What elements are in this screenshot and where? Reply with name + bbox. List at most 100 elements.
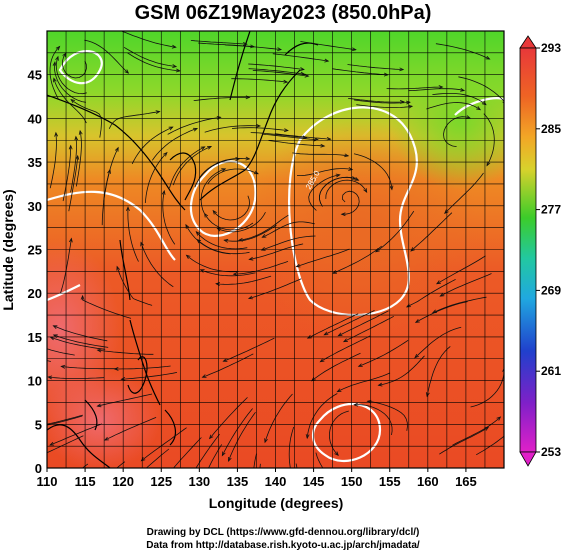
streamline [207,168,259,185]
streamline [62,53,87,79]
streamline [262,133,318,141]
streamline [306,393,338,439]
x-tick-label: 165 [455,474,477,489]
streamline [435,43,490,60]
streamline [123,46,177,67]
streamline [439,426,489,455]
streamline [131,126,173,165]
x-axis-label: Longitude (degrees) [209,495,344,511]
colorbar-label: 261 [541,364,561,378]
streamline-arrow [242,42,248,46]
y-tick-label: 10 [28,374,42,389]
streamline-arrow [351,47,357,52]
x-tick-label: 135 [227,474,249,489]
streamline-arrow [55,45,61,51]
streamline-arrow [306,334,312,339]
streamline [272,53,329,62]
colorbar-body [519,47,537,453]
streamline-arrow [299,67,305,71]
x-tick-label: 140 [265,474,287,489]
streamline-arrow [336,388,342,393]
streamline-arrow [254,170,259,175]
streamline-arrow [444,209,449,215]
streamline [248,68,305,75]
streamline [70,136,77,193]
colorbar-label: 269 [541,283,561,297]
streamline-arrow [161,189,166,195]
chart-title: GSM 06Z19May2023 (850.0hPa) [134,2,432,24]
streamline-arrow [96,403,102,408]
streamline [231,127,288,131]
streamline-arrow [277,47,283,52]
streamline-arrow [114,146,119,152]
streamline-arrow [264,438,268,444]
streamline-arrow [264,515,267,519]
streamline-arrow [78,129,83,135]
y-tick-label: 0 [35,461,42,476]
streamline [144,152,168,204]
streamline [195,433,220,468]
lat-lon-grid [47,31,504,468]
streamline-arrow [74,135,79,141]
streamline [216,275,272,285]
streamline-arrow [197,491,200,495]
streamline [367,400,408,431]
streamline [414,326,462,358]
streamline [426,102,481,111]
streamline [296,248,350,268]
colorbar-tick-labels: 293 285 277 269 261 253 [536,41,561,459]
streamline-arrow [349,489,353,492]
streamline-arrow [414,318,420,323]
streamline-arrow [185,254,191,259]
colorbar: 293 285 277 269 261 253 [519,35,561,467]
streamline-arrow [113,367,119,371]
x-tick-label: 110 [37,474,58,489]
streamline [332,245,382,274]
streamline [261,235,316,251]
colorbar-label: 253 [541,445,561,459]
streamline [347,64,404,70]
streamline-arrow [348,167,354,171]
streamline [217,212,266,233]
streamline [320,335,371,363]
streamline-arrow [342,338,348,343]
streamline [60,238,72,294]
streamline [238,214,289,241]
colorbar-top-triangle [519,35,537,49]
y-tick-label: 45 [28,68,42,83]
streamline [470,367,504,408]
streamline [296,168,353,176]
streamline [212,195,250,221]
streamline-arrow [414,353,419,359]
streamline [432,93,487,105]
x-tick-label: 145 [303,474,325,489]
streamline [172,146,212,186]
streamline-arrow [204,212,209,218]
streamline [325,179,368,199]
streamline [196,231,248,250]
streamline [167,116,221,135]
streamline-arrow [283,128,289,133]
streamline [53,334,109,348]
streamline [228,411,256,462]
streamline [162,190,176,245]
streamline [104,417,157,441]
streamline [452,416,501,446]
streamline-arrow [436,280,441,285]
streamline-arrow [52,325,58,329]
streamline-arrow [485,55,491,60]
streamline [343,315,394,342]
streamline-arrow [200,146,206,151]
streamline-arrow [28,424,32,427]
streamline-arrow [261,234,267,238]
streamline [300,41,356,51]
streamline [475,435,504,456]
streamline-arrow [195,231,201,236]
streamline-arrow [410,247,415,252]
streamline [50,336,106,350]
streamline-arrow [216,227,222,232]
streamline-arrow [68,237,73,243]
streamline [224,224,277,242]
streamline [410,212,453,252]
streamline-arrow [172,64,178,68]
